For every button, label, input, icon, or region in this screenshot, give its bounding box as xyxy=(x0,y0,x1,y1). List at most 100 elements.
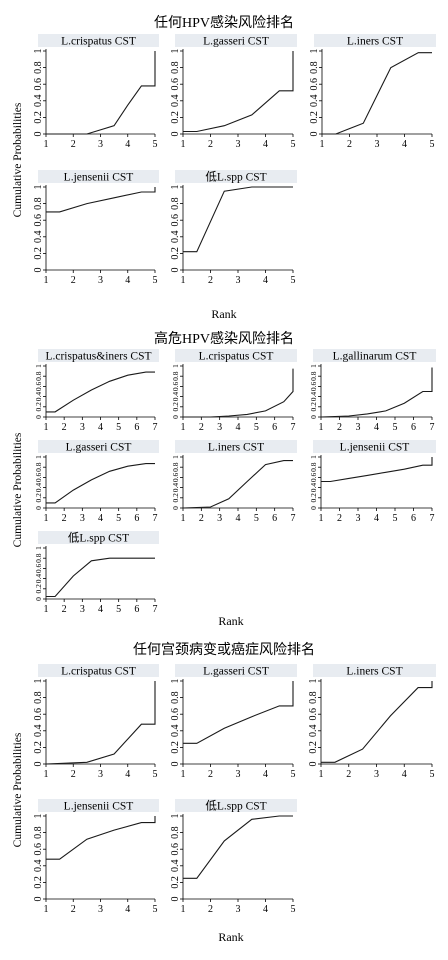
y-tick-label: 0.2 xyxy=(170,111,181,124)
panel-header xyxy=(38,531,159,544)
panel-title: L.crispatus CST xyxy=(61,666,136,678)
y-tick-label: 0.2 xyxy=(34,584,43,594)
x-tick-label: 4 xyxy=(263,139,268,150)
panel-title: L.jensenii CST xyxy=(64,801,134,813)
y-tick-label: 0.6 xyxy=(170,214,181,227)
y-tick-label: 1 xyxy=(34,364,43,368)
panel-header xyxy=(314,34,436,47)
y-tick-label: 0.4 xyxy=(34,574,43,584)
y-tick-label: 0 xyxy=(170,897,181,902)
y-tick-label: 0.8 xyxy=(33,197,44,210)
x-tick-label: 5 xyxy=(291,275,296,286)
series-line xyxy=(322,52,432,135)
series-line xyxy=(46,51,156,135)
x-tick-label: 7 xyxy=(430,513,435,524)
panel-2-2: L.crispatus CST 0 0.20.40.60.8 1 1 2 3 4 5 6 7 xyxy=(171,349,297,433)
x-tick-label: 3 xyxy=(236,904,241,915)
x-tick-label: 2 xyxy=(62,604,67,615)
x-tick-label: 1 xyxy=(181,422,186,433)
y-tick-label: 0.2 xyxy=(309,111,320,124)
y-tick-label: 1 xyxy=(170,185,181,190)
y-tick-label: 1 xyxy=(34,546,43,550)
y-tick-label: 0.6 xyxy=(34,472,43,482)
panel-3-5: 低L.spp CST 0 0.2 0.4 0.6 0.8 1 1 2 3 4 5 xyxy=(170,799,297,915)
y-tick-label: 0.2 xyxy=(170,247,181,260)
y-tick-label: 1 xyxy=(171,455,180,459)
section-2-ylabel: Cumulative Probabilities xyxy=(12,432,24,547)
x-tick-label: 6 xyxy=(134,513,139,524)
panel-title: 低L.spp CST xyxy=(205,800,266,813)
section-1-xlabel: Rank xyxy=(211,307,236,321)
x-tick-label: 5 xyxy=(291,904,296,915)
y-tick-label: 0.6 xyxy=(309,78,320,91)
x-tick-label: 2 xyxy=(71,904,76,915)
panel-3-2: L.gasseri CST 0 0.2 0.4 0.6 0.8 1 1 2 3 4 5 xyxy=(170,664,297,780)
x-tick-label: 2 xyxy=(208,275,213,286)
x-tick-label: 5 xyxy=(153,139,158,150)
panel-title: L.gasseri CST xyxy=(203,36,269,48)
panel-3-3: L.iners CST 0 0.2 0.4 0.6 0.8 1 1 2 3 4 5 xyxy=(308,664,436,780)
x-tick-label: 5 xyxy=(254,422,259,433)
x-tick-label: 2 xyxy=(337,422,342,433)
x-tick-label: 3 xyxy=(80,422,85,433)
x-tick-label: 3 xyxy=(98,275,103,286)
panel-title: L.gasseri CST xyxy=(66,442,132,454)
x-tick-label: 2 xyxy=(346,769,351,780)
x-tick-label: 3 xyxy=(98,139,103,150)
section-1-ylabel: Cumulative Probabilities xyxy=(12,102,24,217)
y-tick-label: 0 xyxy=(33,897,44,902)
y-tick-label: 0.8 xyxy=(33,61,44,74)
y-tick-label: 0.8 xyxy=(34,371,43,381)
panel-title: L.crispatus CST xyxy=(61,36,136,48)
y-tick-label: 0.8 xyxy=(171,371,180,381)
panel-header xyxy=(175,799,297,812)
x-tick-label: 3 xyxy=(98,769,103,780)
y-tick-label: 0.2 xyxy=(170,876,181,889)
x-tick-label: 4 xyxy=(374,422,379,433)
panel-header xyxy=(175,349,297,362)
y-tick-label: 1 xyxy=(170,49,181,54)
section-2-xlabel: Rank xyxy=(218,614,243,628)
x-tick-label: 5 xyxy=(153,769,158,780)
y-tick-label: 0.4 xyxy=(309,483,318,493)
panel-header xyxy=(38,440,159,453)
panel-header xyxy=(313,664,436,677)
x-tick-label: 5 xyxy=(116,513,121,524)
x-tick-label: 2 xyxy=(71,769,76,780)
y-tick-label: 0 xyxy=(309,415,318,419)
x-tick-label: 2 xyxy=(199,513,204,524)
y-tick-label: 0.8 xyxy=(34,462,43,472)
y-tick-label: 0.6 xyxy=(33,708,44,721)
panel-header xyxy=(38,34,159,47)
y-tick-label: 0.6 xyxy=(34,563,43,573)
y-tick-label: 0.8 xyxy=(170,61,181,74)
x-tick-label: 1 xyxy=(181,513,186,524)
y-tick-label: 0 xyxy=(308,762,319,767)
x-tick-label: 2 xyxy=(208,904,213,915)
x-tick-label: 1 xyxy=(44,904,49,915)
y-tick-label: 0.4 xyxy=(33,725,44,738)
x-tick-label: 4 xyxy=(236,513,241,524)
panel-3-4: L.jensenii CST 0 0.2 0.4 0.6 0.8 1 1 2 3 4 5 xyxy=(33,799,159,915)
x-tick-label: 6 xyxy=(134,604,139,615)
panel-header xyxy=(175,664,297,677)
y-tick-label: 0.4 xyxy=(34,483,43,493)
y-tick-label: 0 xyxy=(171,506,180,510)
panel-header xyxy=(38,664,159,677)
panel-1-1: L.crispatus CST 0 0.2 0.4 0.6 0.8 1 1 2 3 4 5 xyxy=(33,34,159,150)
series-line xyxy=(46,816,156,860)
y-tick-label: 1 xyxy=(33,49,44,54)
x-tick-label: 4 xyxy=(98,513,103,524)
section-3-xlabel: Rank xyxy=(218,930,243,944)
x-tick-label: 5 xyxy=(393,513,398,524)
x-tick-label: 6 xyxy=(272,513,277,524)
x-tick-label: 1 xyxy=(181,275,186,286)
x-tick-label: 2 xyxy=(71,275,76,286)
y-tick-label: 0.2 xyxy=(34,402,43,412)
y-tick-label: 0.2 xyxy=(170,741,181,754)
y-tick-label: 0 xyxy=(170,132,181,137)
panel-header xyxy=(38,349,159,362)
series-line xyxy=(182,460,293,509)
